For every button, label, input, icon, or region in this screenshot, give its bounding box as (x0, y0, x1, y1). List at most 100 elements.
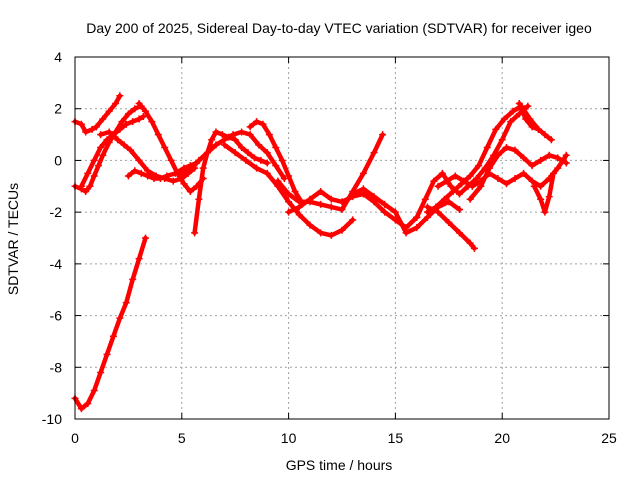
data-point (507, 118, 515, 126)
data-point (285, 198, 293, 206)
data-point (285, 190, 293, 198)
data-point (511, 146, 519, 154)
data-point (466, 172, 474, 180)
y-tick-label: 0 (54, 152, 62, 168)
data-point (116, 314, 124, 322)
axis-ticks: 0 5 10 15 20 25 -10 -8 -6 -4 -2 0 2 4 (42, 49, 617, 446)
data-point (370, 193, 378, 201)
data-point (285, 208, 293, 216)
data-point (381, 208, 389, 216)
data-point (295, 203, 303, 211)
data-point (141, 234, 149, 242)
data-point (129, 275, 137, 283)
data-point (156, 175, 164, 183)
data-point (285, 172, 293, 180)
data-point (122, 299, 130, 307)
data-point (554, 164, 562, 172)
data-point (246, 123, 254, 131)
data-point (167, 156, 175, 164)
data-point (306, 195, 314, 203)
series-line (72, 235, 148, 411)
x-tick-label: 0 (71, 430, 79, 446)
y-tick-label: -6 (50, 308, 63, 324)
data-point (161, 144, 169, 151)
data-point (502, 144, 510, 151)
data-point (229, 131, 237, 139)
data-point (120, 141, 128, 149)
data-point (554, 154, 562, 162)
data-point (191, 229, 199, 237)
series-arc-12 (274, 131, 387, 214)
data-point (169, 177, 177, 185)
data-point (131, 167, 139, 175)
series-arc-20 (515, 100, 555, 144)
y-tick-label: -2 (50, 204, 63, 220)
data-point (77, 405, 85, 413)
data-point (88, 125, 96, 133)
data-point (186, 187, 194, 195)
y-tick-label: -10 (42, 411, 62, 427)
data-point (500, 115, 508, 123)
data-point (141, 107, 149, 115)
data-point (124, 110, 132, 118)
data-point (238, 144, 246, 151)
data-point (537, 156, 545, 164)
data-point (455, 206, 463, 214)
data-point (291, 187, 299, 195)
data-point (253, 164, 261, 172)
data-point (77, 120, 85, 128)
data-point (455, 229, 463, 237)
data-point (137, 169, 145, 177)
data-point (99, 151, 107, 159)
data-point (135, 255, 143, 263)
data-point (90, 387, 98, 395)
plot-frame (74, 56, 610, 420)
data-point (180, 180, 188, 188)
x-tick-label: 20 (494, 430, 510, 446)
data-point (212, 141, 220, 149)
data-point (103, 136, 111, 144)
data-point (327, 203, 335, 211)
data-point (186, 164, 194, 172)
data-point (438, 169, 446, 177)
data-point (317, 200, 325, 208)
data-point (154, 131, 162, 139)
data-point (445, 218, 453, 226)
data-series (71, 92, 570, 413)
series-line (414, 103, 531, 220)
data-point (77, 182, 85, 190)
data-point (127, 146, 135, 154)
data-point (90, 172, 98, 180)
data-point (537, 195, 545, 203)
x-axis-label: GPS time / hours (286, 457, 393, 473)
data-point (402, 229, 410, 237)
x-tick-label: 25 (601, 430, 617, 446)
data-point (468, 182, 476, 190)
data-point (280, 175, 288, 183)
data-point (522, 115, 530, 123)
data-point (105, 128, 113, 136)
data-point (109, 332, 117, 340)
data-point (492, 125, 500, 133)
data-point (195, 156, 203, 164)
data-point (263, 159, 271, 167)
data-point (122, 120, 130, 128)
data-point (528, 123, 536, 131)
data-point (475, 162, 483, 170)
y-axis-label: SDTVAR / TECUs (5, 183, 21, 295)
y-tick-label: -4 (50, 256, 63, 272)
data-point (447, 182, 455, 190)
series-line (435, 153, 569, 189)
data-point (148, 118, 156, 126)
data-point (242, 156, 250, 164)
data-point (327, 231, 335, 239)
data-point (253, 118, 261, 126)
data-point (263, 149, 271, 157)
series-line (517, 101, 554, 142)
data-point (562, 159, 570, 167)
data-point (470, 244, 478, 252)
series-arc-17 (423, 203, 478, 252)
y-tick-label: -8 (50, 359, 63, 375)
data-point (82, 128, 90, 136)
